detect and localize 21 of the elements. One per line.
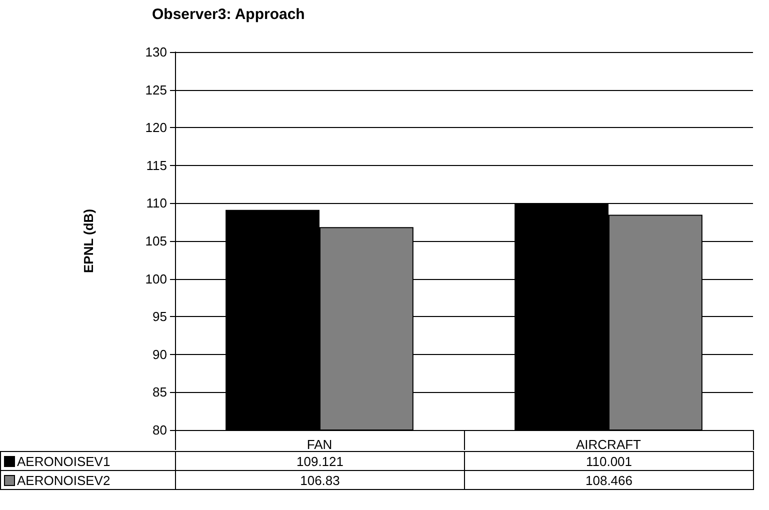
y-tick-label: 105 (145, 234, 167, 248)
y-axis-title: EPNL (dB) (81, 208, 96, 274)
legend-label: AERONOISEV1 (0, 452, 176, 470)
y-tick-label: 80 (152, 422, 167, 438)
data-label: 106.83 (176, 470, 464, 490)
x-tick-label: FAN (306, 437, 332, 452)
data-label: 110.001 (464, 452, 754, 470)
data-label: 108.466 (464, 470, 754, 490)
y-tick-label: 100 (145, 271, 167, 286)
y-tick-label: 90 (152, 346, 167, 362)
x-tick-label: AIRCRAFT (576, 437, 642, 452)
y-tick-label: 130 (145, 44, 167, 60)
y-tick-label: 95 (152, 309, 167, 324)
y-tick-label: 85 (152, 384, 167, 400)
data-label: 109.121 (176, 452, 464, 470)
y-tick-label: 125 (145, 82, 167, 98)
y-tick-label: 120 (145, 120, 167, 136)
y-tick-label: 110 (146, 196, 167, 211)
y-tick-label: 115 (146, 158, 167, 173)
legend-label: AERONOISEV2 (0, 470, 176, 490)
chart-title: Observer3: Approach (152, 6, 305, 23)
